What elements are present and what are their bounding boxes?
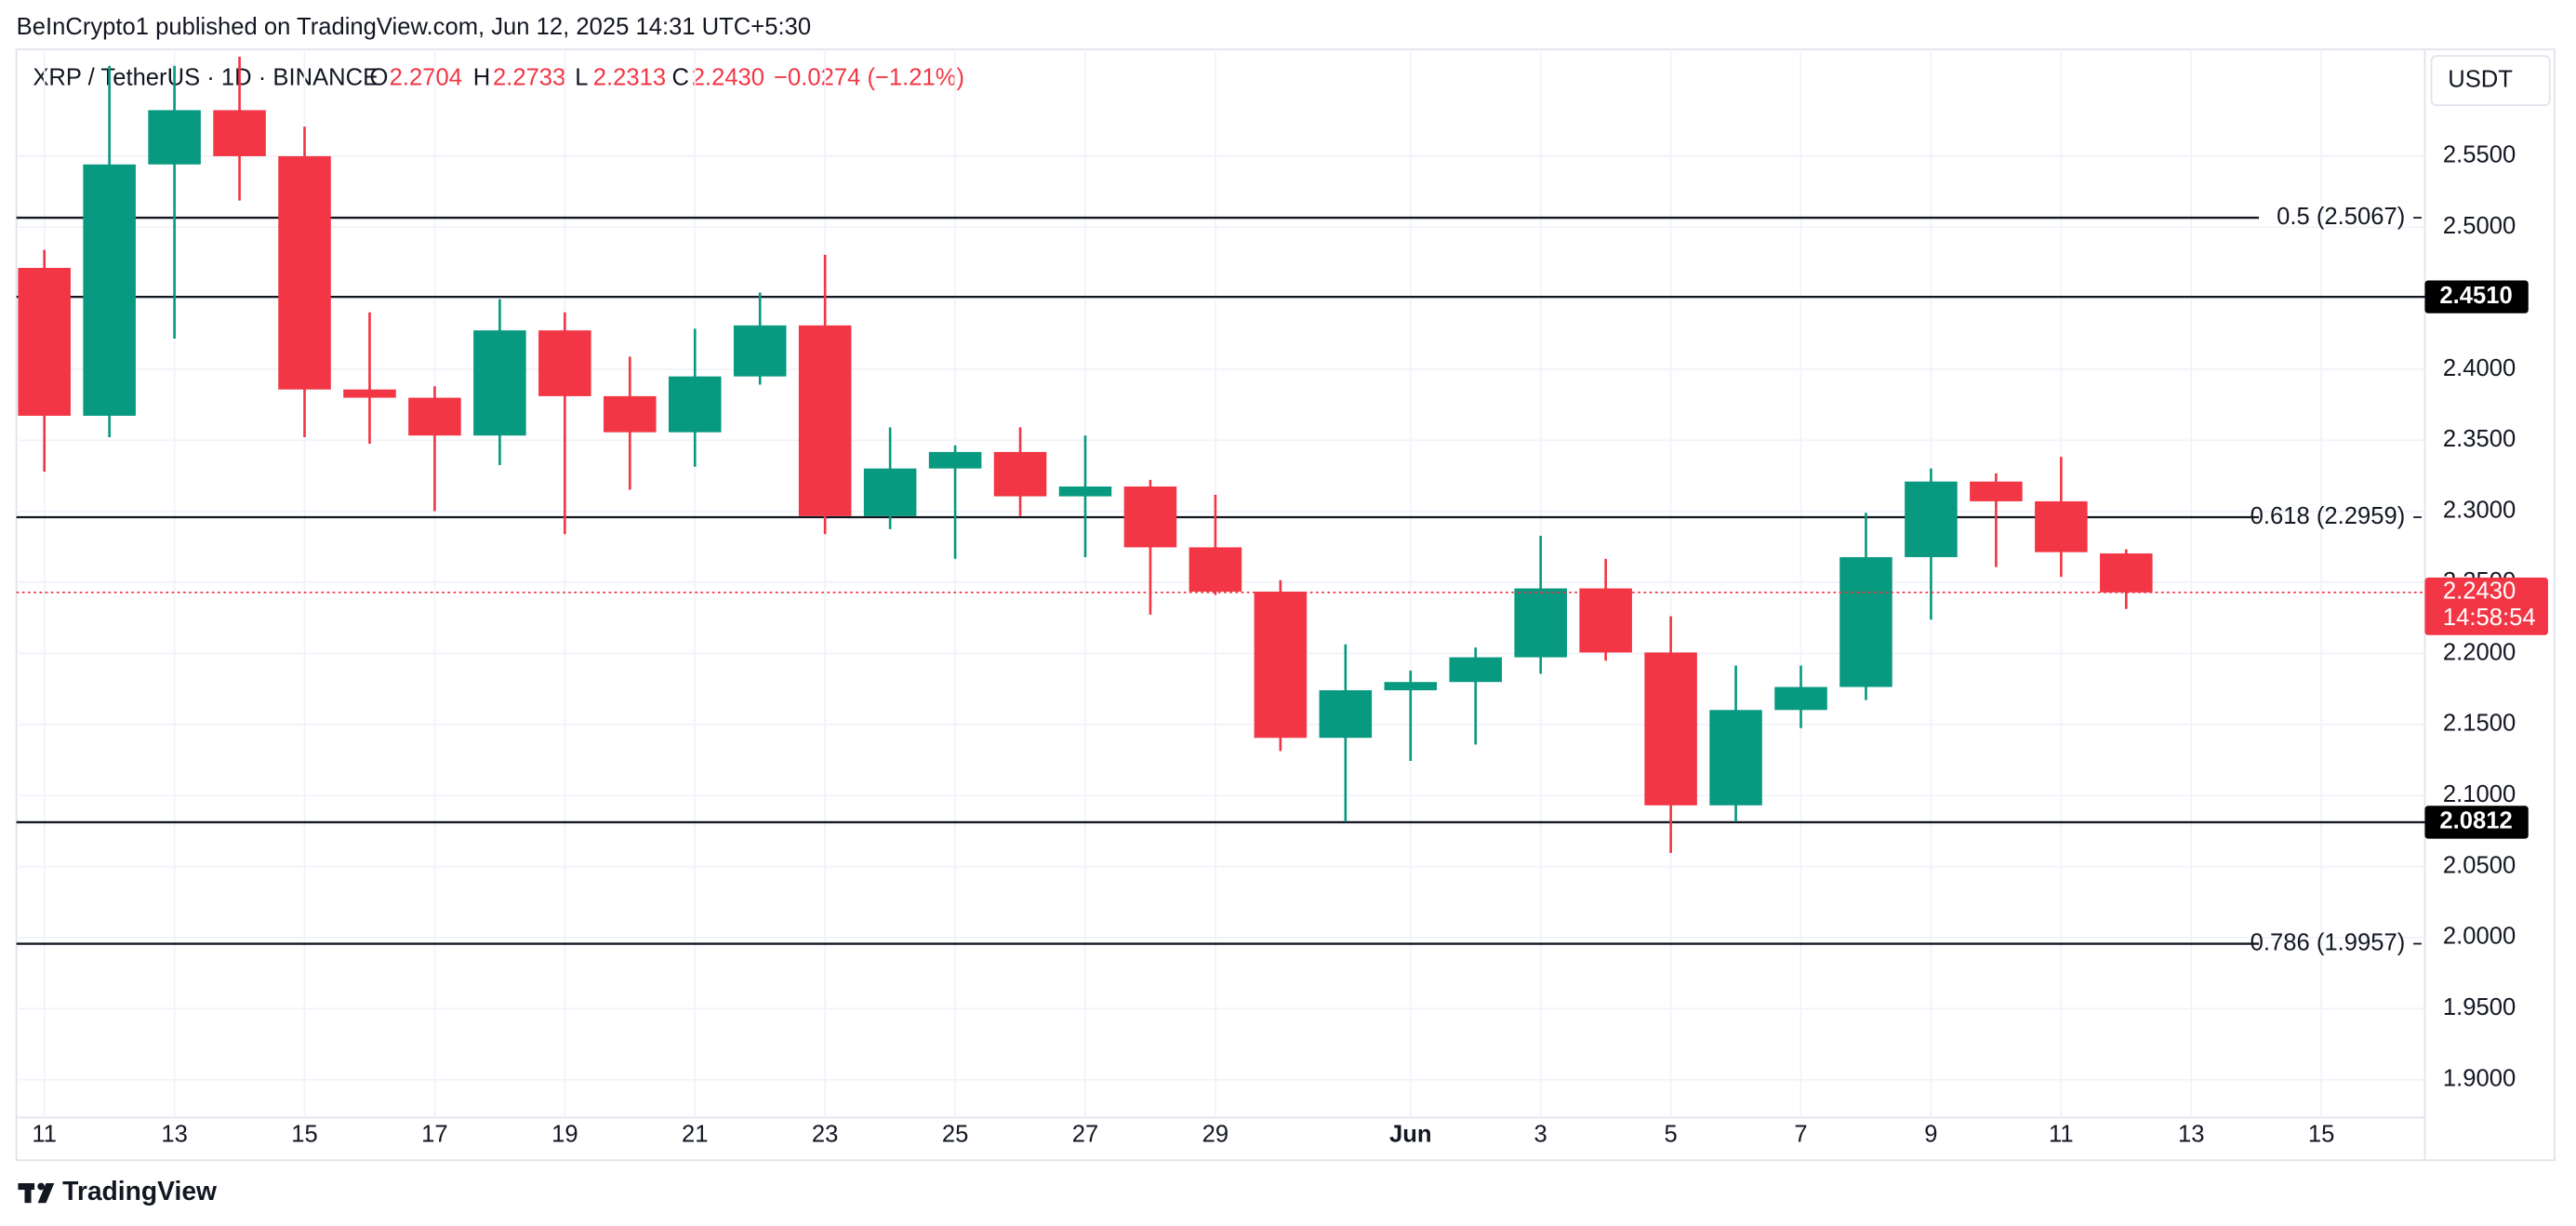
candle-body xyxy=(1058,486,1112,497)
candle-body xyxy=(668,376,722,433)
ohlc-label: L xyxy=(575,65,588,91)
candle-body xyxy=(408,397,461,436)
candle-body xyxy=(604,395,657,433)
candle-body xyxy=(18,267,71,416)
candle-body xyxy=(1970,481,2023,501)
ohlc-label: H xyxy=(473,65,491,91)
candle-body xyxy=(2100,553,2153,593)
candle-body xyxy=(1449,657,1503,683)
x-tick-label: 15 xyxy=(2308,1122,2335,1148)
x-tick-label: 11 xyxy=(2049,1122,2074,1148)
x-tick-label: 13 xyxy=(2178,1122,2204,1148)
x-tick-label: 21 xyxy=(682,1122,708,1148)
y-tick-label: 2.4000 xyxy=(2443,355,2516,381)
candle-body xyxy=(733,325,787,377)
y-tick-label: 2.0500 xyxy=(2443,852,2516,878)
candle-body xyxy=(1774,686,1827,711)
x-tick-label: 17 xyxy=(421,1122,447,1148)
y-tick-label: 2.3500 xyxy=(2443,426,2516,452)
fib-label: 0.5 (2.5067) xyxy=(2277,204,2405,230)
ohlc-label: C xyxy=(672,65,690,91)
ohlc-label: O xyxy=(369,65,388,91)
candle-body xyxy=(1905,481,1958,557)
y-tick-label: 2.2000 xyxy=(2443,639,2516,665)
price-tag xyxy=(2424,806,2529,839)
candle-body xyxy=(2035,500,2088,553)
last-price-label: 2.2430 xyxy=(2443,579,2516,605)
currency[interactable]: USDT xyxy=(2448,66,2513,92)
frame xyxy=(15,48,2556,1162)
x-tick-label: 27 xyxy=(1072,1122,1099,1148)
y-tick-label: 1.9000 xyxy=(2443,1065,2516,1091)
x-tick-label: 19 xyxy=(551,1122,578,1148)
brand-logo xyxy=(18,1182,55,1204)
x-tick-label: 23 xyxy=(812,1122,839,1148)
publisher-note: BeInCrypto1 published on TradingView.com… xyxy=(17,14,811,40)
candle-body xyxy=(928,451,982,469)
candle-body xyxy=(1839,556,1892,687)
last-price-tag xyxy=(2424,577,2548,635)
x-tick-label: 29 xyxy=(1202,1122,1229,1148)
y-tick-label: 2.3000 xyxy=(2443,498,2516,524)
ohlc-value: 2.2733 xyxy=(493,65,565,91)
candle-body xyxy=(83,164,136,416)
candle-body xyxy=(473,330,526,436)
y-tick-label: 1.9500 xyxy=(2443,994,2516,1020)
candle-body xyxy=(1254,592,1308,739)
x-tick-label: 7 xyxy=(1794,1122,1807,1148)
x-tick-label: 11 xyxy=(32,1122,57,1148)
candle-body xyxy=(1123,486,1177,548)
price-tag-label: 2.0812 xyxy=(2439,808,2512,834)
candle-body xyxy=(993,451,1047,497)
x-tick-label: 9 xyxy=(1924,1122,1937,1148)
currency-box[interactable] xyxy=(2430,55,2551,107)
ohlc-value: 2.2704 xyxy=(390,65,462,91)
ohlc-value: 2.2430 xyxy=(692,65,764,91)
fib-label: 0.786 (1.9957) xyxy=(2251,929,2406,955)
x-tick-label: 13 xyxy=(161,1122,188,1148)
candle-body xyxy=(1319,690,1373,739)
countdown: 14:58:54 xyxy=(2443,605,2536,631)
price-tag xyxy=(2424,280,2529,313)
candle-body xyxy=(1644,652,1697,806)
x-tick-label: 3 xyxy=(1534,1122,1547,1148)
candle-body xyxy=(1709,710,1762,806)
candle-body xyxy=(1579,588,1632,653)
candle-body xyxy=(343,389,396,398)
candle-body xyxy=(863,468,917,516)
y-tick-label: 2.1500 xyxy=(2443,711,2516,737)
candle-body xyxy=(1384,682,1438,691)
y-tick-label: 2.0000 xyxy=(2443,924,2516,950)
candle-body xyxy=(278,155,331,390)
candle-body xyxy=(798,325,852,516)
change: −0.0274 (−1.21%) xyxy=(774,65,964,91)
candle-body xyxy=(1514,588,1567,658)
x-tick-label: 15 xyxy=(291,1122,318,1148)
brand: TradingView xyxy=(62,1176,218,1206)
x-tick-label: 5 xyxy=(1664,1122,1677,1148)
fib-label: 0.618 (2.2959) xyxy=(2251,503,2406,529)
y-tick-label: 2.5500 xyxy=(2443,142,2516,168)
candle-body xyxy=(1188,547,1242,593)
y-tick-label: 2.1000 xyxy=(2443,781,2516,807)
candle-body xyxy=(213,110,266,156)
candle-body xyxy=(538,330,591,396)
y-tick-label: 2.5000 xyxy=(2443,213,2516,239)
price-tag-label: 2.4510 xyxy=(2439,283,2512,309)
ohlc-value: 2.2313 xyxy=(593,65,666,91)
symbol: XRP / TetherUS · 1D · BINANCE xyxy=(33,65,378,91)
x-tick-label: 25 xyxy=(942,1122,969,1148)
x-tick-label: Jun xyxy=(1389,1122,1432,1148)
candle-body xyxy=(148,110,201,165)
